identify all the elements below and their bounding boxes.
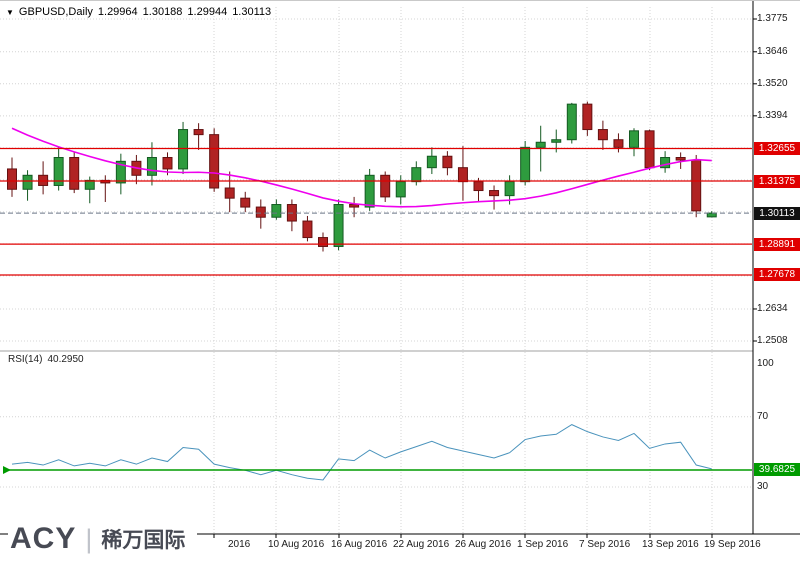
quote-close: 1.30113 <box>232 6 272 18</box>
price-tick-label: 1.3646 <box>757 45 788 57</box>
candle-body <box>224 187 235 199</box>
candle-body <box>115 160 126 184</box>
rsi-tick-label: 30 <box>757 481 769 492</box>
logo-separator: | <box>85 523 93 554</box>
time-axis-label: 7 Sep 2016 <box>579 539 631 550</box>
acy-logo: ACY | 稀万国际 <box>8 520 198 558</box>
rsi-indicator-label: RSI(14) 40.2950 <box>8 354 84 365</box>
logo-brand-text: ACY <box>10 522 77 555</box>
price-tick-label: 1.2634 <box>757 302 788 314</box>
logo-chinese-text: 稀万国际 <box>101 529 186 552</box>
price-tick-label: 1.3775 <box>757 13 788 24</box>
level-price-label: 1.32655 <box>754 141 800 155</box>
candle-body <box>318 237 328 247</box>
rsi-name: RSI(14) <box>8 354 43 365</box>
candle-body <box>364 174 375 208</box>
candle-body <box>629 130 639 148</box>
candle-body <box>53 157 64 186</box>
candle-body <box>504 181 515 197</box>
time-axis-label: 16 Aug 2016 <box>331 539 388 550</box>
rsi-level-label: 39.6825 <box>754 463 800 477</box>
level-price-label: 1.31375 <box>754 174 800 188</box>
candle-body <box>84 179 95 190</box>
candle-body <box>395 181 406 198</box>
candle-body <box>162 157 173 170</box>
current-price-label: 1.30113 <box>754 206 800 220</box>
candle-body <box>22 174 33 190</box>
time-axis-label: 1 Sep 2016 <box>517 539 569 550</box>
price-tick-label: 1.3394 <box>757 109 788 121</box>
candle-body <box>473 181 484 192</box>
time-axis-label: 2016 <box>228 539 251 550</box>
time-axis-label: 22 Aug 2016 <box>393 539 450 550</box>
quote-bar: ▼ GBPUSD,Daily 1.29964 1.30188 1.29944 1… <box>6 6 271 18</box>
rsi-tick-label: 70 <box>757 410 769 422</box>
time-axis-label: 26 Aug 2016 <box>455 539 512 550</box>
candle-body <box>426 155 437 169</box>
time-axis-label: 10 Aug 2016 <box>268 539 325 550</box>
candle-body <box>675 157 686 161</box>
rsi-tick-label: 100 <box>757 358 774 369</box>
candle-body <box>520 146 531 183</box>
time-axis-label: 13 Sep 2016 <box>642 539 699 550</box>
rsi-line <box>11 424 712 481</box>
candle-body <box>411 167 422 183</box>
candle-body <box>582 103 593 131</box>
candle-body <box>597 129 608 141</box>
candle-body <box>7 168 17 190</box>
candle-body <box>442 155 453 169</box>
moving-average-line <box>11 127 712 208</box>
candle-body <box>302 220 313 239</box>
candle-body <box>613 139 624 148</box>
candle-body <box>209 134 220 189</box>
candle-body <box>535 141 546 148</box>
price-tick-label: 1.3520 <box>757 77 788 89</box>
level-price-label: 1.28891 <box>754 237 800 251</box>
candle-body <box>240 197 251 208</box>
chevron-down-icon[interactable]: ▼ <box>6 7 14 17</box>
time-axis-label: 19 Sep 2016 <box>704 539 761 550</box>
candle-body <box>566 103 577 141</box>
rsi-level-arrow-icon <box>3 465 11 474</box>
candle-body <box>457 167 468 183</box>
quote-low: 1.29944 <box>187 6 228 18</box>
quote-high: 1.30188 <box>142 6 183 18</box>
candle-body <box>38 174 49 186</box>
candle-body <box>178 129 189 170</box>
candle-body <box>333 204 344 247</box>
price-tick-label: 1.2508 <box>757 334 788 346</box>
candle-body <box>146 157 157 176</box>
candle-body <box>489 190 500 197</box>
candle-body <box>100 179 111 184</box>
candle-body <box>706 212 717 218</box>
candle-body <box>551 139 562 143</box>
symbol-timeframe: GBPUSD,Daily <box>18 6 93 18</box>
level-price-label: 1.27678 <box>754 268 800 282</box>
rsi-value: 40.2950 <box>47 354 84 365</box>
candle-body <box>660 157 671 169</box>
quote-open: 1.29964 <box>97 6 138 18</box>
candle-body <box>69 157 80 190</box>
candle-body <box>271 204 282 218</box>
candle-body <box>193 129 204 136</box>
candle-body <box>380 174 391 198</box>
candle-body <box>255 206 266 218</box>
